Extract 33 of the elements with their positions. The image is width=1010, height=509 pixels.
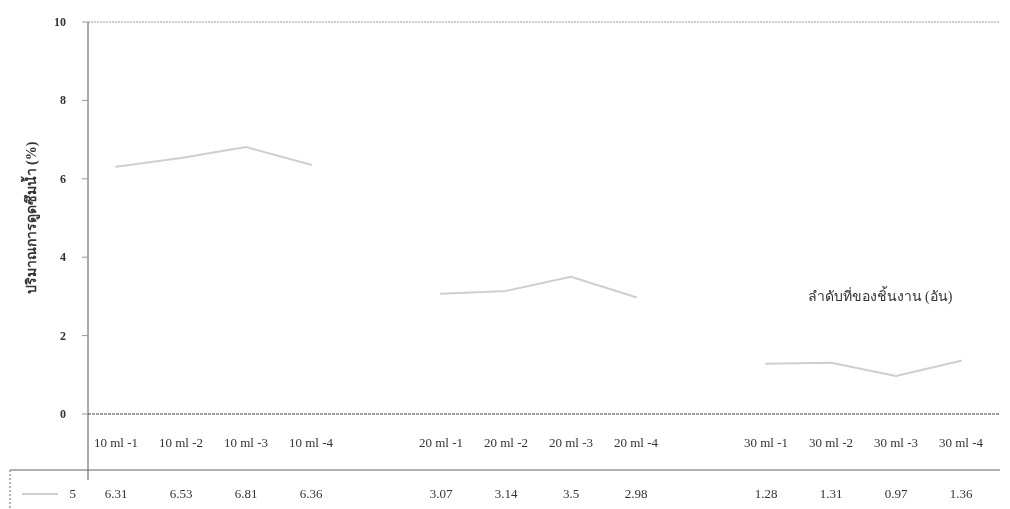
legend-label: 5 [69, 486, 76, 501]
x-tick-label: 20 ml -4 [613, 435, 659, 450]
y-tick-label: 0 [60, 407, 66, 421]
x-tick-label: 10 ml -1 [93, 435, 139, 450]
data-label: 0.97 [884, 486, 908, 501]
data-label: 1.28 [754, 486, 778, 501]
y-tick-label: 10 [54, 15, 66, 29]
y-tick-label: 2 [60, 328, 66, 343]
x-tick-label: 30 ml -2 [808, 435, 854, 450]
x-tick-label: 30 ml -4 [938, 435, 984, 450]
data-label: 6.31 [104, 486, 128, 501]
x-tick-label: 20 ml -2 [483, 435, 529, 450]
data-label: 6.81 [234, 486, 258, 501]
data-label: 3.14 [494, 486, 518, 501]
x-axis-title: ลำดับที่ของชิ้นงาน (อัน) [807, 286, 953, 305]
x-tick-label: 20 ml -1 [418, 435, 464, 450]
x-tick-label: 10 ml -4 [288, 435, 334, 450]
data-label: 1.31 [819, 486, 843, 501]
x-tick-label: 10 ml -2 [158, 435, 204, 450]
data-label: 3.07 [429, 486, 453, 501]
x-tick-label: 10 ml -3 [223, 435, 269, 450]
data-label: 6.36 [299, 486, 323, 501]
data-label: 3.5 [562, 486, 580, 501]
y-tick-label: 6 [60, 171, 66, 186]
data-label: 2.98 [624, 486, 648, 501]
data-label: 1.36 [949, 486, 973, 501]
x-tick-label: 30 ml -3 [873, 435, 919, 450]
y-axis-title: ปริมาณการดูดซึมน้ำ (%) [20, 141, 40, 295]
x-tick-label: 20 ml -3 [548, 435, 594, 450]
y-tick-label: 4 [60, 250, 66, 265]
x-tick-label: 30 ml -1 [743, 435, 789, 450]
y-tick-label: 8 [60, 93, 66, 108]
data-label: 6.53 [169, 486, 193, 501]
